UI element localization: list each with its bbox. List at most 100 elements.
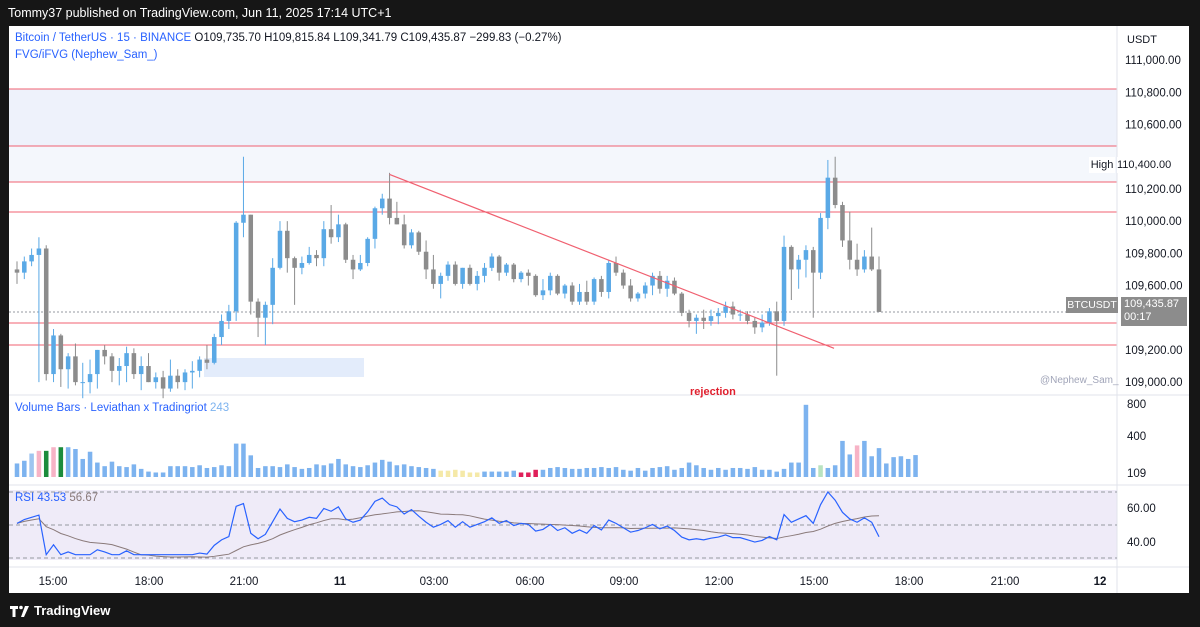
volume-bar xyxy=(745,468,750,477)
volume-bar xyxy=(36,450,42,477)
volume-bar xyxy=(796,462,801,477)
currency-button[interactable]: USDT xyxy=(1127,34,1157,46)
candle-body xyxy=(752,320,758,328)
volume-bar xyxy=(87,451,93,477)
candle-body xyxy=(372,208,378,239)
volume-bar xyxy=(14,463,20,477)
volume-bar xyxy=(789,462,794,477)
time-axis-tick: 21:00 xyxy=(230,576,259,588)
symbol-legend[interactable]: Bitcoin / TetherUS · 15 · BINANCE O109,7… xyxy=(15,32,562,44)
candle-body xyxy=(306,254,312,263)
volume-bar xyxy=(117,466,122,477)
volume-bar xyxy=(387,461,392,477)
candle-body xyxy=(416,232,422,252)
candle-body xyxy=(36,248,42,255)
volume-bar xyxy=(628,470,633,477)
candle-body xyxy=(146,366,151,383)
volume-bar xyxy=(65,447,71,477)
trend-line xyxy=(389,173,835,349)
candle-body xyxy=(847,240,853,260)
candle-body xyxy=(190,370,195,373)
watermark: @Nephew_Sam_ xyxy=(1040,375,1119,386)
volume-bar xyxy=(43,450,49,477)
candle-body xyxy=(197,359,202,371)
volume-bar xyxy=(401,464,407,477)
candle-body xyxy=(635,293,641,299)
volume-bar xyxy=(584,467,590,477)
volume-bar xyxy=(241,443,246,477)
fvg-indicator-label[interactable]: FVG/iFVG (Nephew_Sam_) xyxy=(15,49,158,61)
volume-bar xyxy=(701,467,706,477)
candle-body xyxy=(686,312,692,321)
candle-body xyxy=(869,256,874,270)
volume-bar xyxy=(22,460,27,477)
volume-bar xyxy=(146,471,151,477)
volume-bar xyxy=(803,404,809,477)
volume-bar xyxy=(599,467,604,477)
candle-body xyxy=(14,269,20,273)
candle-body xyxy=(599,279,604,292)
volume-bar xyxy=(80,458,86,477)
high-label: H xyxy=(264,32,273,44)
candle-body xyxy=(708,316,714,321)
candle-body xyxy=(781,246,787,321)
volume-bar xyxy=(431,468,436,477)
price-axis-tick: 109,600.00 xyxy=(1125,281,1183,293)
candle-body xyxy=(248,214,254,302)
volume-bar xyxy=(211,467,217,477)
volume-bar xyxy=(460,470,465,477)
price-axis-tick: 110,000.00 xyxy=(1125,216,1182,228)
chart-canvas[interactable]: 111,000.00 110,800.00 110,600.00 110,200.00… xyxy=(9,26,1189,593)
volume-bar xyxy=(255,467,261,477)
volume-bar xyxy=(672,469,677,477)
rsi-indicator-label[interactable]: RSI 43.53 56.67 xyxy=(15,492,98,504)
candle-body xyxy=(22,261,27,273)
volume-bar xyxy=(292,467,297,477)
volume-bar xyxy=(489,471,495,477)
low-label: L xyxy=(333,32,340,44)
volume-bar xyxy=(394,465,400,477)
candle-body xyxy=(182,372,188,383)
candle-body xyxy=(548,275,553,291)
candle-body xyxy=(445,264,451,276)
volume-bar xyxy=(343,464,348,477)
price-axis-tick: 109,800.00 xyxy=(1125,248,1183,260)
volume-bar xyxy=(482,471,487,477)
rsi-value-1: 43.53 xyxy=(37,492,67,504)
candle-body xyxy=(759,322,765,328)
candle-body xyxy=(789,246,794,270)
time-axis-tick: 12:00 xyxy=(705,576,734,588)
volume-bar xyxy=(467,472,473,477)
candle-body xyxy=(803,250,809,260)
candle-body xyxy=(694,317,699,321)
candle-body xyxy=(540,290,546,296)
rsi-axis-tick: 40.00 xyxy=(1127,537,1156,549)
volume-bar xyxy=(160,472,166,477)
volume-bar xyxy=(102,466,107,477)
candle-body xyxy=(642,285,648,294)
volume-bar xyxy=(138,468,144,477)
close-label: C xyxy=(400,32,409,44)
volume-bar xyxy=(511,470,517,477)
candle-body xyxy=(350,259,356,270)
tradingview-logo[interactable]: TradingView xyxy=(10,603,110,618)
candle-body xyxy=(233,222,239,312)
time-axis-tick: 12 xyxy=(1094,576,1107,588)
candle-body xyxy=(168,375,173,389)
candle-body xyxy=(862,256,867,270)
chart-frame[interactable]: 111,000.00 110,800.00 110,600.00 110,200.00… xyxy=(9,26,1189,593)
volume-bar xyxy=(854,445,860,477)
fvg-zone-bottom xyxy=(204,358,364,377)
tradingview-logo-icon xyxy=(10,605,29,617)
candle-body xyxy=(518,272,524,280)
candle-body xyxy=(577,291,582,302)
volume-indicator-label[interactable]: Volume Bars · Leviathan x Tradingriot 24… xyxy=(15,402,229,414)
symbol-name: Bitcoin / TetherUS · 15 · BINANCE xyxy=(15,32,192,44)
candle-body xyxy=(621,272,626,286)
candle-body xyxy=(379,198,385,209)
candle-body xyxy=(263,304,268,318)
candle-body xyxy=(504,264,509,273)
candle-body xyxy=(73,356,78,383)
volume-bar xyxy=(767,469,772,477)
volume-bar xyxy=(621,469,626,477)
